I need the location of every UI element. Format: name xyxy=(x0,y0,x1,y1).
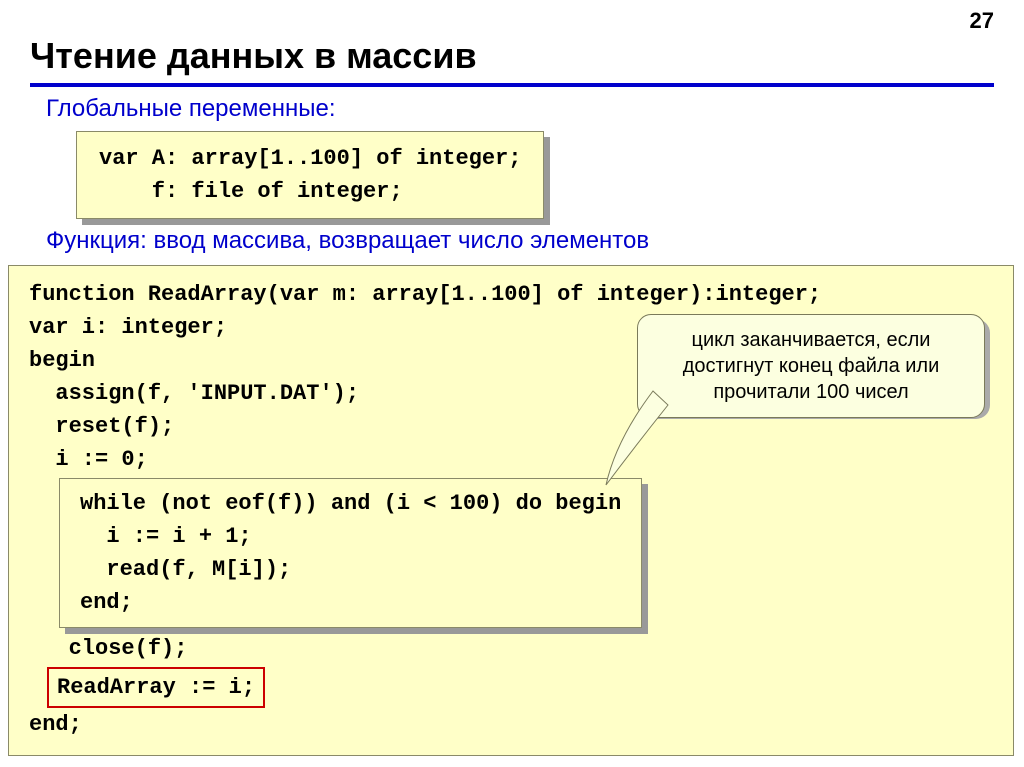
title-area: Чтение данных в массив xyxy=(0,0,1024,77)
inner-code: while (not eof(f)) and (i < 100) do begi… xyxy=(59,478,642,628)
readarray-assign-box: ReadArray := i; xyxy=(47,667,265,708)
page-number: 27 xyxy=(970,8,994,34)
section-function-label: Функция: ввод массива, возвращает число … xyxy=(46,227,1024,255)
main-title: Чтение данных в массив xyxy=(30,35,1024,77)
globals-code-box: var A: array[1..100] of integer; f: file… xyxy=(76,131,544,219)
globals-code: var A: array[1..100] of integer; f: file… xyxy=(76,131,544,219)
callout-text: цикл заканчивается, если достигнут конец… xyxy=(683,329,940,403)
callout-body: цикл заканчивается, если достигнут конец… xyxy=(637,314,985,418)
end-line: end; xyxy=(29,708,993,741)
callout-bubble: цикл заканчивается, если достигнут конец… xyxy=(637,314,985,418)
title-underline xyxy=(30,83,994,87)
inner-while-box: while (not eof(f)) and (i < 100) do begi… xyxy=(59,478,642,628)
function-code-area: function ReadArray(var m: array[1..100] … xyxy=(8,265,1014,756)
close-line: close(f); xyxy=(29,632,993,665)
callout-tail-icon xyxy=(598,385,678,495)
section-globals-label: Глобальные переменные: xyxy=(46,95,1024,123)
red-line: ReadArray := i; xyxy=(57,675,255,700)
